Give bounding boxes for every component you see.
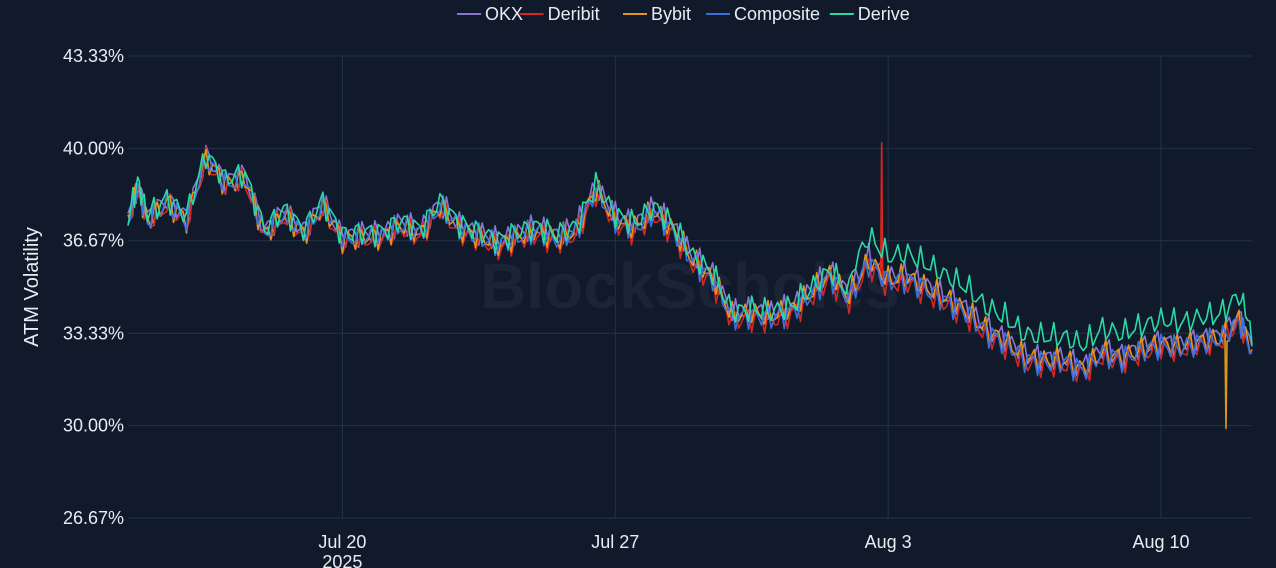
y-tick-label: 43.33% [63,46,124,66]
x-tick-label: Jul 27 [591,532,639,552]
legend-label: OKX [485,4,523,24]
legend-item-okx[interactable]: OKX [457,4,523,24]
legend-label: Composite [734,4,820,24]
y-tick-label: 40.00% [63,138,124,158]
legend-item-deribit[interactable]: Deribit [519,4,600,24]
legend-label: Deribit [548,4,600,24]
x-tick-label: Aug 3 [865,532,912,552]
legend[interactable]: OKX Deribit Bybit Composite Derive [457,4,910,24]
x-tick-sublabel: 2025 [322,552,362,568]
series-lines [127,142,1253,430]
y-axis-label: ATM Volatility [21,227,43,347]
x-tick-label: Aug 10 [1133,532,1190,552]
y-tick-label: 30.00% [63,416,124,436]
series-line-deribit[interactable] [127,142,1253,383]
x-tick-label: Jul 20 [318,532,366,552]
y-axis-ticks: 43.33% 40.00% 36.67% 33.33% 30.00% 26.67% [63,46,124,528]
y-tick-label: 26.67% [63,508,124,528]
y-tick-label: 36.67% [63,231,124,251]
legend-label: Bybit [651,4,691,24]
legend-item-derive[interactable]: Derive [829,4,910,24]
legend-label: Derive [858,4,910,24]
legend-item-bybit[interactable]: Bybit [623,4,691,24]
series-line-derive[interactable] [127,153,1253,352]
y-tick-label: 33.33% [63,323,124,343]
grid-lines [128,55,1252,519]
legend-item-composite[interactable]: Composite [706,4,820,24]
